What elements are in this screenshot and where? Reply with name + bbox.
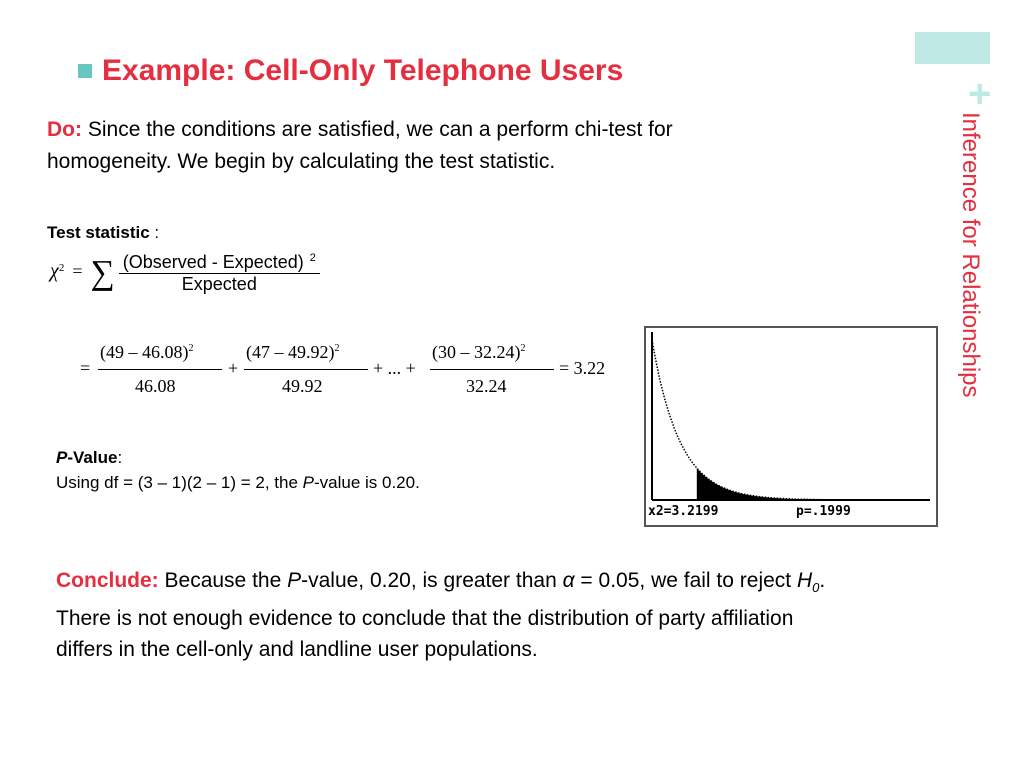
shaded-tail-region — [696, 468, 930, 500]
chi-readout: x2=3.2199 — [648, 504, 719, 519]
side-title: Inference for Relationships — [957, 112, 984, 398]
term1-numerator: (49 – 46.08)2 — [100, 342, 194, 363]
chi-symbol: χ — [50, 260, 59, 283]
pvalue-colon: : — [117, 448, 123, 467]
term1-fraction-bar — [98, 369, 222, 370]
term1-numerator-text: (49 – 46.08) — [100, 342, 189, 362]
formula-numerator-exp: 2 — [309, 252, 316, 264]
conclude-p: P — [287, 569, 302, 592]
conclude-d: . — [819, 569, 826, 592]
calculator-screen: x2=3.2199 p=.1999 — [644, 326, 938, 527]
conclude-a: Because the — [158, 569, 288, 592]
term3-fraction-bar — [430, 369, 554, 370]
chi-square-formula: χ2 = ∑ (Observed - Expected) 2 Expected — [50, 252, 320, 295]
conclude-c: = 0.05, we fail to reject — [574, 569, 797, 592]
term2-denominator: 49.92 — [282, 376, 323, 396]
conclude-line2: There is not enough evidence to conclude… — [56, 607, 794, 631]
formula-equals: = — [72, 261, 83, 282]
term1-denominator: 46.08 — [135, 376, 176, 396]
calc-plus-ellipsis: + ... + — [373, 358, 416, 378]
pvalue-label-p: P — [56, 448, 68, 467]
conclude-h: H — [796, 569, 813, 592]
p-readout: p=.1999 — [796, 504, 851, 519]
pvalue-text-a: Using df = (3 – 1)(2 – 1) = 2, the — [56, 473, 303, 492]
test-statistic-heading: Test statistic : — [47, 223, 159, 243]
term2-fraction-bar — [244, 369, 368, 370]
do-text-line2: homogeneity. We begin by calculating the… — [47, 150, 556, 173]
term2-exponent: 2 — [334, 343, 340, 354]
term1-exponent: 2 — [188, 343, 194, 354]
term3-denominator: 32.24 — [466, 376, 507, 396]
term3-exponent: 2 — [520, 343, 526, 354]
test-statistic-label: Test statistic — [47, 223, 150, 242]
slide-title-row: Example: Cell-Only Telephone Users — [78, 54, 623, 88]
sigma-symbol: ∑ — [90, 254, 115, 292]
conclude-b: -value, 0.20, is greater than — [301, 569, 563, 592]
conclude-h-sub: 0 — [812, 580, 820, 596]
calc-result: = 3.22 — [559, 358, 606, 378]
formula-fraction: (Observed - Expected) 2 Expected — [118, 252, 320, 295]
term3-numerator-text: (30 – 32.24) — [432, 342, 521, 362]
slide-title: Example: Cell-Only Telephone Users — [102, 54, 624, 87]
term3-numerator: (30 – 32.24)2 — [432, 342, 526, 363]
square-bullet-icon — [78, 64, 92, 78]
pvalue-text-p: P — [302, 473, 314, 492]
calc-plus1: + — [228, 358, 239, 378]
calc-equals: = — [80, 358, 91, 378]
term2-numerator: (47 – 49.92)2 — [246, 342, 340, 363]
test-statistic-colon: : — [154, 223, 160, 242]
pvalue-block: P-Value: Using df = (3 – 1)(2 – 1) = 2, … — [56, 445, 420, 495]
term2-numerator-text: (47 – 49.92) — [246, 342, 335, 362]
do-paragraph: Do: Since the conditions are satisfied, … — [47, 114, 847, 178]
formula-numerator-text: (Observed - Expected) — [122, 252, 304, 272]
pvalue-label: -Value — [67, 448, 118, 467]
conclude-paragraph: Conclude: Because the P-value, 0.20, is … — [56, 565, 956, 665]
pvalue-text-b: -value is 0.20. — [313, 473, 420, 492]
chi-exponent: 2 — [58, 261, 65, 274]
chi-square-distribution-plot — [651, 332, 930, 501]
density-curve — [651, 339, 929, 501]
do-label: Do: — [47, 118, 82, 141]
corner-accent-box — [915, 32, 990, 64]
do-text-line1: Since the conditions are satisfied, we c… — [87, 118, 673, 141]
conclude-label: Conclude: — [56, 569, 159, 592]
conclude-line3: differs in the cell-only and landline us… — [56, 638, 538, 662]
plus-icon: + — [968, 72, 992, 116]
conclude-alpha: α — [562, 569, 575, 592]
formula-numerator: (Observed - Expected) 2 — [118, 252, 320, 274]
formula-denominator: Expected — [181, 274, 257, 294]
